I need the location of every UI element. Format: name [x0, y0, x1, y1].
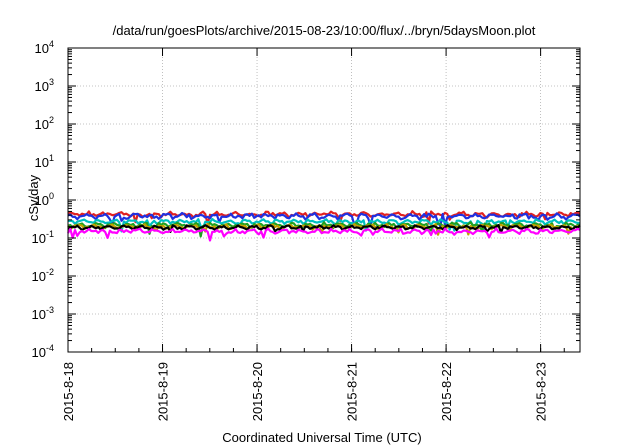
y-tick-label: 10-4 [32, 343, 54, 360]
x-ticks: 2015-8-18 2015-8-19 2015-8-20 2015-8-21 2015… [61, 48, 565, 421]
x-tick-label: 2015-8-18 [61, 362, 76, 421]
series-line [67, 227, 581, 242]
x-tick-label: 2015-8-21 [345, 362, 360, 421]
y-axis-title: cSv/day [26, 174, 41, 221]
y-tick-label: 102 [35, 115, 54, 132]
series-line [67, 211, 581, 228]
series-line [67, 217, 581, 233]
x-tick-label: 2015-8-20 [250, 362, 265, 421]
y-tick-label: 10-3 [32, 305, 54, 322]
x-axis-title: Coordinated Universal Time (UTC) [222, 430, 421, 445]
chart-title: /data/run/goesPlots/archive/2015-08-23/1… [113, 23, 536, 38]
series-line [67, 224, 581, 234]
grid [68, 48, 580, 352]
x-tick-label: 2015-8-19 [156, 362, 171, 421]
x-tick-label: 2015-8-23 [534, 362, 549, 421]
y-tick-label: 104 [35, 39, 54, 56]
y-tick-label: 100 [35, 191, 54, 208]
y-tick-label: 101 [35, 153, 54, 170]
y-tick-label: 103 [35, 77, 54, 94]
x-tick-label: 2015-8-22 [439, 362, 454, 421]
y-tick-label: 10-2 [32, 267, 54, 284]
series-group [67, 210, 581, 242]
y-tick-label: 10-1 [32, 229, 54, 246]
y-ticks: 10-4 10-3 10-2 10-1 100 101 102 103 104 [32, 39, 580, 360]
